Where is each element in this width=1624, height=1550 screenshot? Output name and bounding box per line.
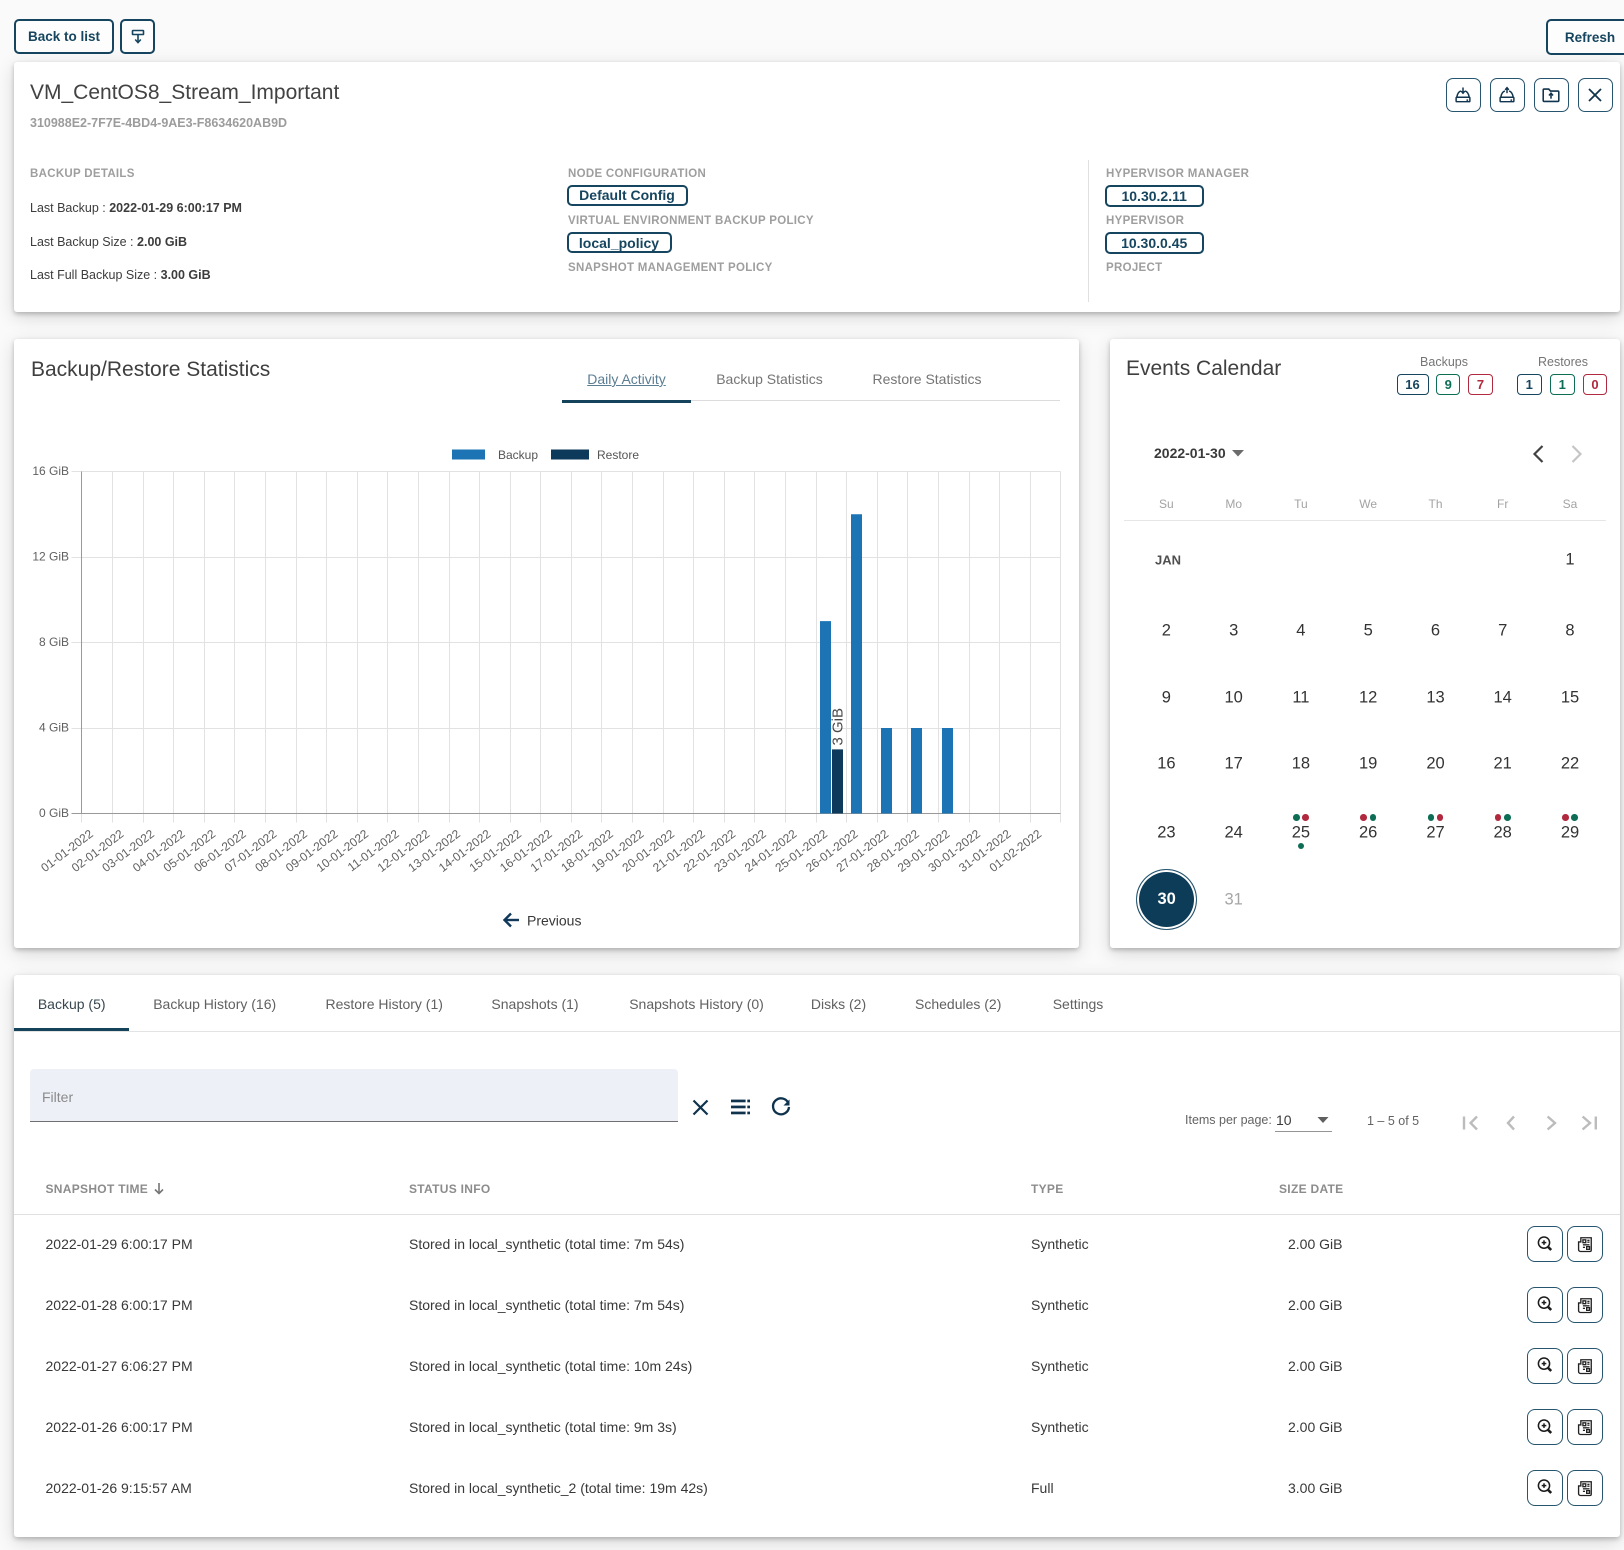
svg-text:3 GiB: 3 GiB <box>830 708 847 746</box>
svg-text:16 GiB: 16 GiB <box>32 464 69 478</box>
svg-text:Restore: Restore <box>597 448 639 462</box>
svg-text:Previous: Previous <box>527 913 581 929</box>
svg-text:Backup: Backup <box>498 448 538 462</box>
svg-text:8 GiB: 8 GiB <box>39 635 69 649</box>
svg-text:4 GiB: 4 GiB <box>39 721 69 735</box>
svg-text:0 GiB: 0 GiB <box>39 806 69 820</box>
svg-text:12 GiB: 12 GiB <box>32 550 69 564</box>
